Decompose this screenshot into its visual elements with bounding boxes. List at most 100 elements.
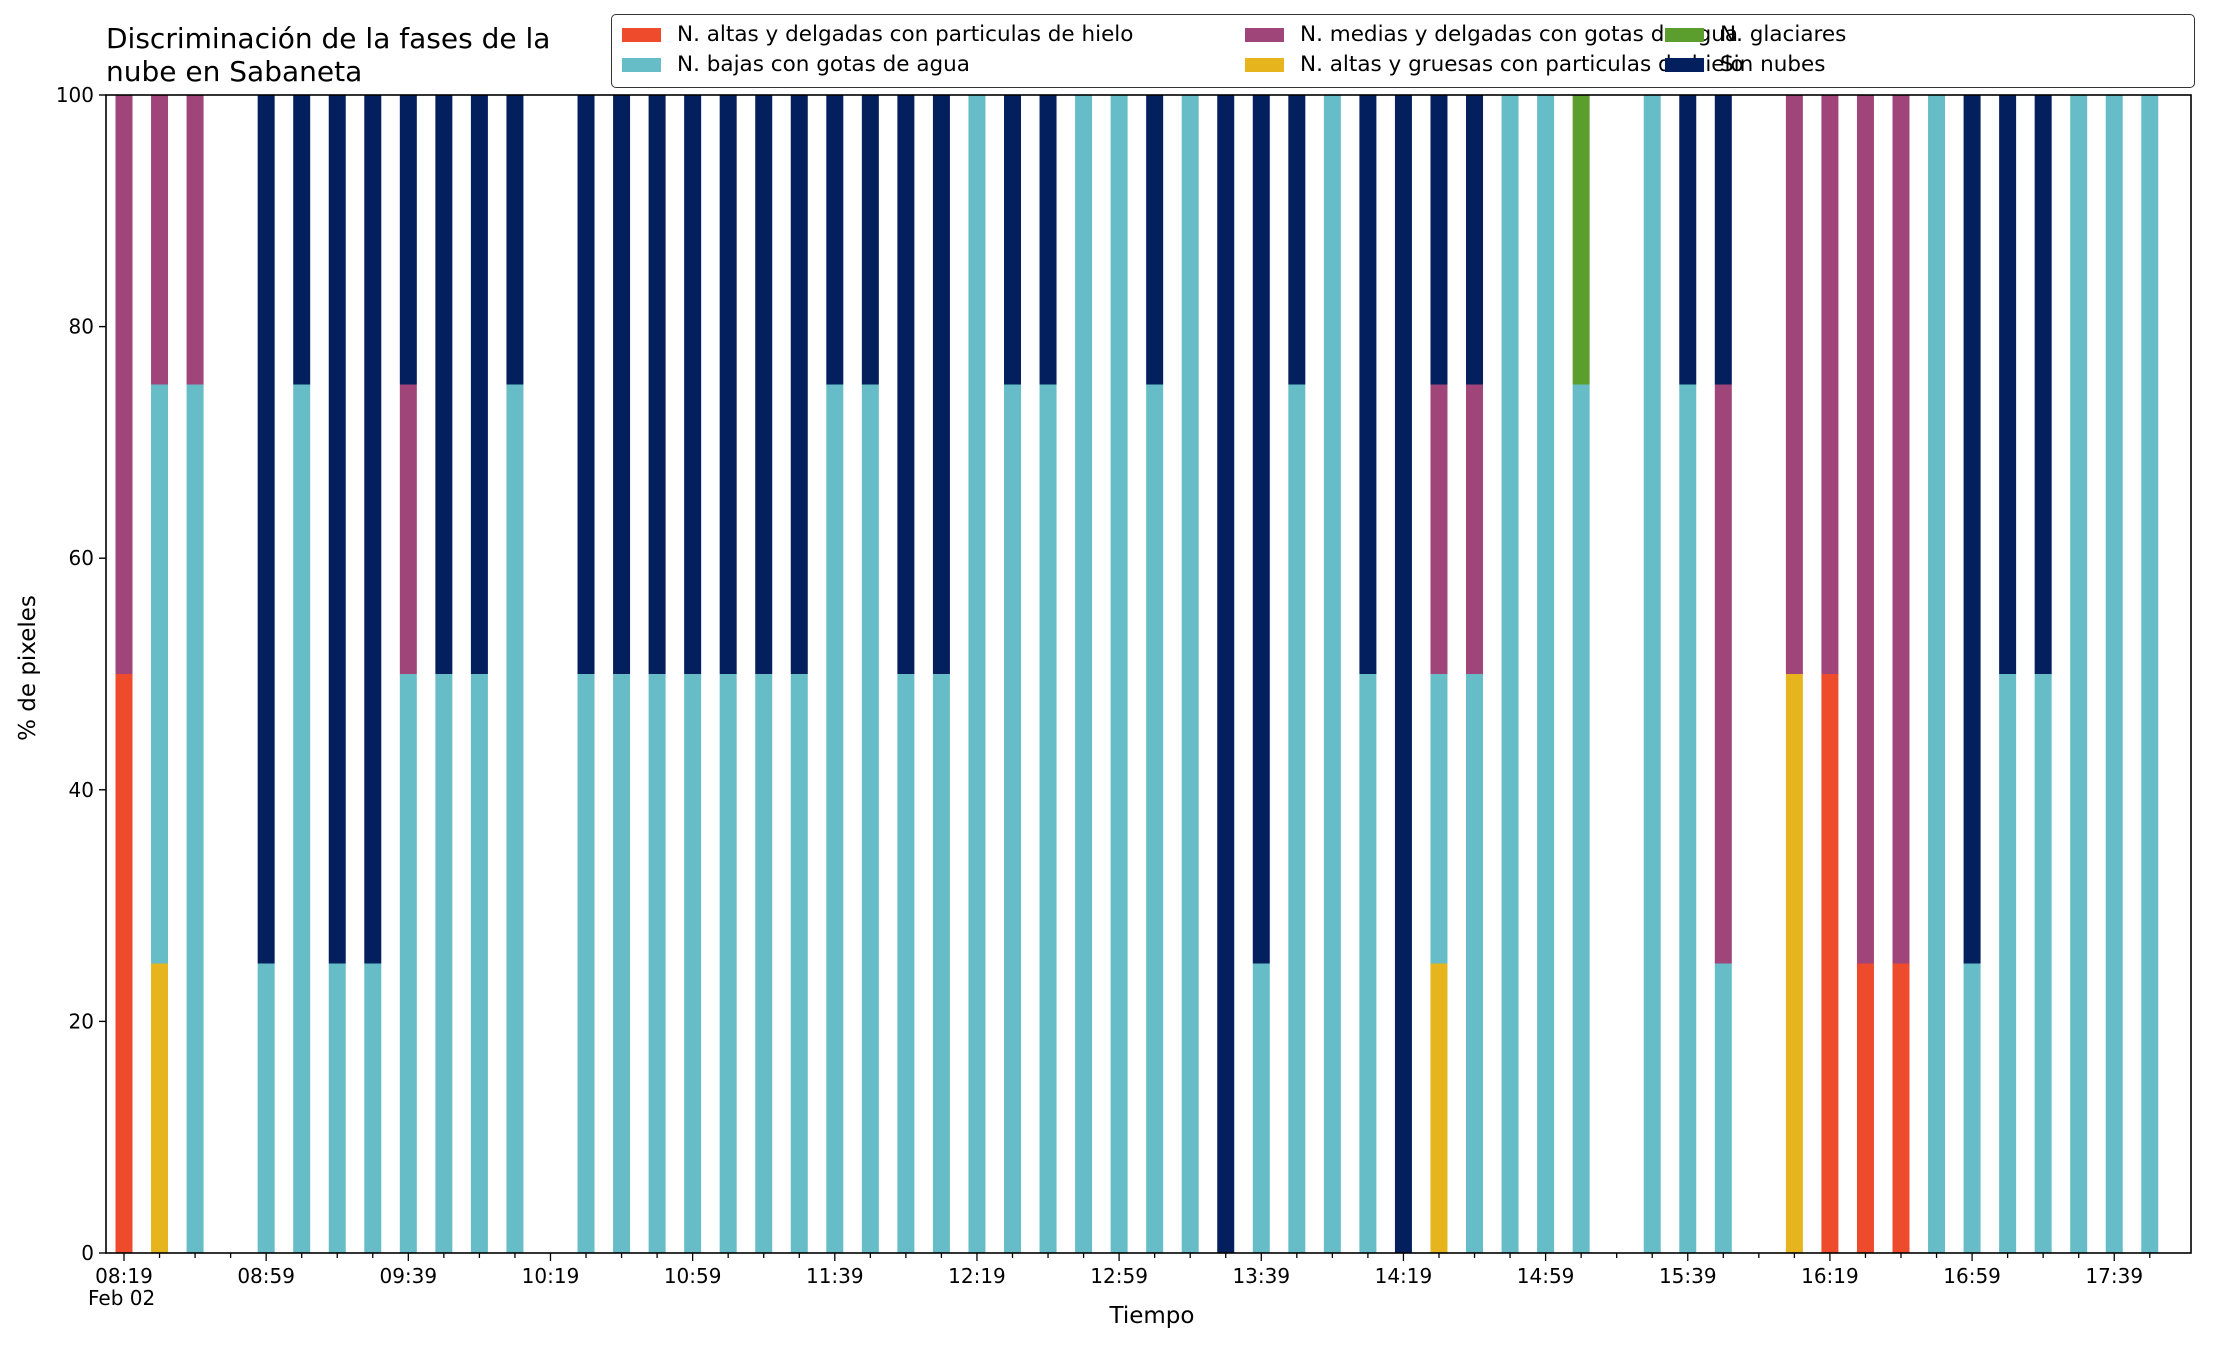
legend-label: N. altas y delgadas con particulas de hi…	[677, 22, 1134, 47]
bar-segment-1039-s2	[613, 674, 631, 1253]
bar-segment-1049-s5	[648, 95, 666, 674]
bar-segment-1659-s2	[1963, 963, 1981, 1253]
bar-segment-0819-s0	[115, 674, 133, 1253]
bar-segment-1239-s2	[1039, 384, 1057, 1253]
x-tick-label: 15:39	[1659, 1264, 1717, 1288]
bar-segment-0839-s2	[186, 384, 204, 1253]
bar-segment-0929-s5	[364, 95, 382, 964]
x-axis-date-label: Feb 02	[88, 1286, 156, 1310]
bar-segment-1219-s2	[968, 95, 986, 1253]
x-tick-label: 14:19	[1375, 1264, 1433, 1288]
legend-swatch	[1665, 27, 1704, 42]
x-axis-ticks: 08:19 08:59 09:39 10:19 10:59 11:39 12:19 12:59…	[95, 1253, 2151, 1288]
bar-segment-1129-s5	[790, 95, 808, 674]
bar-segment-1639-s0	[1892, 963, 1910, 1253]
legend-swatch	[1245, 27, 1284, 42]
bar-segment-1549-s2	[1714, 963, 1732, 1253]
bar-segment-0949-s2	[435, 674, 453, 1253]
x-tick-label: 12:19	[948, 1264, 1006, 1288]
bar-segment-1329-s5	[1217, 95, 1235, 1253]
y-tick-label: 100	[56, 83, 94, 107]
bar-segment-0929-s2	[364, 963, 382, 1253]
bar-segment-0859-s2	[257, 963, 275, 1253]
bar-segment-1619-s0	[1821, 674, 1839, 1253]
bar-segment-1339-s5	[1252, 95, 1270, 964]
legend-swatch	[1245, 57, 1284, 72]
legend-item: N. glaciares	[1665, 22, 1846, 47]
bar-segment-1249-s2	[1075, 95, 1093, 1253]
bar-segment-1349-s5	[1288, 95, 1306, 385]
bar-segment-1159-s2	[897, 674, 915, 1253]
bar-segment-1129-s2	[790, 674, 808, 1253]
bar-segment-1609-s4	[1785, 95, 1803, 674]
y-axis-label: % de pixeles	[15, 595, 41, 741]
bar-segment-0819-s4	[115, 95, 133, 674]
bar-segment-1209-s2	[932, 674, 950, 1253]
x-axis-label: Tiempo	[1109, 1303, 1195, 1329]
bar-segment-1459-s2	[1537, 95, 1555, 1253]
bar-segment-0939-s2	[399, 674, 417, 1253]
bar-segment-1319-s2	[1181, 95, 1199, 1253]
x-tick-label: 08:59	[237, 1264, 295, 1288]
y-tick-label: 40	[69, 778, 94, 802]
bar-segment-1139-s2	[826, 384, 844, 1253]
legend-item: N. altas y gruesas con particulas de hie…	[1245, 52, 1744, 77]
bar-segment-1709-s5	[1999, 95, 2017, 674]
bar-segment-1619-s4	[1821, 95, 1839, 674]
chart-title-line-1: Discriminación de la fases de la	[106, 22, 551, 55]
bar-segment-1539-s5	[1679, 95, 1697, 385]
x-tick-label: 13:39	[1232, 1264, 1290, 1288]
y-tick-label: 80	[69, 315, 94, 339]
x-tick-label: 14:59	[1517, 1264, 1575, 1288]
bar-segment-1409-s2	[1359, 674, 1377, 1253]
x-tick-label: 17:39	[2085, 1264, 2143, 1288]
bar-segment-1349-s2	[1288, 384, 1306, 1253]
y-axis-ticks: 0 20 40 60 80 100	[56, 83, 106, 1265]
bar-segment-0909-s2	[293, 384, 311, 1253]
bar-segment-1639-s4	[1892, 95, 1910, 964]
bar-segment-1049-s2	[648, 674, 666, 1253]
bar-segment-1439-s5	[1466, 95, 1484, 385]
bar-segment-0829-s2	[151, 384, 169, 964]
bar-segment-1429-s4	[1430, 384, 1448, 674]
bar-segment-1119-s5	[755, 95, 773, 674]
bar-segment-1059-s5	[684, 95, 702, 674]
bar-segment-1059-s2	[684, 674, 702, 1253]
x-tick-label: 16:19	[1801, 1264, 1859, 1288]
bars-group	[115, 95, 2159, 1253]
x-tick-label: 09:39	[379, 1264, 437, 1288]
bar-segment-1509-s3	[1572, 95, 1590, 385]
bar-segment-0919-s2	[328, 963, 346, 1253]
bar-segment-1309-s2	[1146, 384, 1164, 1253]
bar-segment-1719-s5	[2034, 95, 2052, 674]
x-tick-label: 08:19	[95, 1264, 153, 1288]
legend-item: N. altas y delgadas con particulas de hi…	[622, 22, 1133, 47]
bar-segment-0939-s5	[399, 95, 417, 385]
bar-segment-1029-s2	[577, 674, 595, 1253]
bar-segment-1109-s2	[719, 674, 737, 1253]
legend-swatch	[622, 27, 661, 42]
bar-segment-1539-s2	[1679, 384, 1697, 1253]
legend-label: Sin nubes	[1720, 52, 1826, 77]
bar-segment-1359-s2	[1323, 95, 1341, 1253]
bar-segment-0859-s5	[257, 95, 275, 964]
bar-segment-1009-s5	[506, 95, 524, 385]
bar-segment-1719-s2	[2034, 674, 2052, 1253]
bar-segment-1449-s2	[1501, 95, 1519, 1253]
bar-segment-1439-s2	[1466, 674, 1484, 1253]
legend-swatch	[1665, 57, 1704, 72]
bar-segment-1009-s2	[506, 384, 524, 1253]
bar-segment-1159-s5	[897, 95, 915, 674]
bar-segment-1749-s2	[2141, 95, 2159, 1253]
y-tick-label: 20	[69, 1009, 94, 1033]
bar-segment-1739-s2	[2105, 95, 2123, 1253]
x-tick-label: 10:19	[522, 1264, 580, 1288]
bar-segment-1139-s5	[826, 95, 844, 385]
chart-legend: N. altas y delgadas con particulas de hi…	[611, 14, 2195, 88]
bar-segment-1229-s5	[1004, 95, 1021, 385]
bar-segment-1659-s5	[1963, 95, 1981, 964]
bar-segment-1149-s2	[861, 384, 879, 1253]
x-tick-label: 10:59	[664, 1264, 722, 1288]
bar-segment-1629-s0	[1856, 963, 1874, 1253]
